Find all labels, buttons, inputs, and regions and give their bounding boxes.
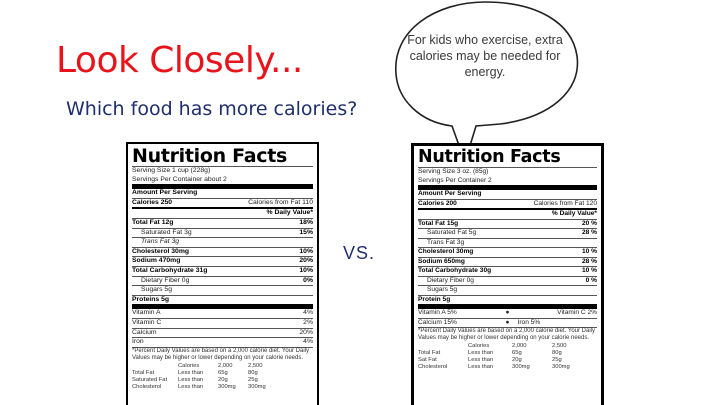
daily-values-table: Calories 2,000 2,500 Total Fat Less than 65g… — [132, 362, 266, 390]
nutrient-row: Dietary Fiber 0g 0% — [132, 277, 313, 287]
nutrient-row: Saturated Fat 5g 28 % — [418, 229, 597, 239]
nutrient-row: Cholesterol 30mg 10 % — [418, 248, 597, 258]
nutrient-row: Proteins 5g — [132, 296, 313, 310]
serving-size: Serving Size 3 oz. (85g) — [418, 168, 489, 175]
nutrient-row: Sodium 650mg 28 % — [418, 258, 597, 267]
nutrient-row: Sodium 470mg 20% — [132, 257, 313, 267]
servings-per-container: Servings Per Container about 2 — [132, 175, 227, 183]
nutrient-row: Saturated Fat 3g 15% — [132, 229, 313, 239]
nutrient-row: Total Carbohydrate 31g 10% — [132, 267, 313, 277]
nutrition-facts-title: Nutrition Facts — [132, 146, 313, 167]
vitamin-row: Iron 4% — [132, 338, 313, 348]
amount-per-serving: Amount Per Serving — [418, 190, 482, 197]
slide-subtitle: Which food has more calories? — [66, 98, 358, 120]
daily-value-header: % Daily Value* — [551, 210, 597, 217]
calories: Calories 200 — [418, 199, 457, 207]
calories-from-fat: Calories from Fat 120 — [533, 199, 597, 207]
calories-from-fat: Calories from Fat 110 — [248, 198, 313, 206]
amount-per-serving: Amount Per Serving — [132, 189, 198, 197]
footnote: *Percent Daily Values are based on a 2,0… — [418, 328, 595, 342]
callout-text: For kids who exercise, extra calories ma… — [407, 33, 563, 79]
nutrient-row: Trans Fat 3g — [132, 238, 313, 248]
vitamin-row: Calcium 20% — [132, 329, 313, 339]
footnote: *Percent Daily Values are based on a 2,0… — [132, 347, 309, 362]
bullet-icon: ● — [505, 318, 510, 326]
nutrition-label-left: Nutrition Facts Serving Size 1 cup (228g… — [126, 142, 319, 405]
vitamin-row: Vitamin A 5% ● Vitamin C 2% — [418, 309, 597, 319]
nutrient-row: Trans Fat 3g — [418, 239, 597, 248]
daily-values-table: Calories 2,000 2,500 Total Fat Less than 65g… — [418, 342, 570, 370]
nutrient-row: Total Fat 15g 20 % — [418, 220, 597, 229]
calories: Calories 250 — [132, 198, 173, 206]
nutrient-row: Total Fat 12g 18% — [132, 219, 313, 229]
nutrition-facts-title: Nutrition Facts — [418, 148, 597, 168]
nutrient-row: Sugars 5g — [132, 286, 313, 296]
serving-size: Serving Size 1 cup (228g) — [132, 167, 211, 174]
vitamin-row: Vitamin A 4% — [132, 309, 313, 319]
vitamin-row: Vitamin C 2% — [132, 319, 313, 329]
vitamin-row: Calcium 15% ● Iron 5% — [418, 318, 597, 328]
bullet-icon: ● — [505, 309, 510, 316]
daily-value-header: % Daily Value* — [266, 209, 313, 217]
nutrient-row: Protein 5g — [418, 296, 597, 309]
slide-title: Look Closely... — [56, 40, 303, 81]
nutrient-row: Sugars 5g — [418, 286, 597, 296]
nutrient-row: Dietary Fiber 0g 0 % — [418, 277, 597, 286]
nutrition-label-right: Nutrition Facts Serving Size 3 oz. (85g)… — [411, 143, 604, 405]
nutrient-row: Cholesterol 30mg 10% — [132, 248, 313, 258]
nutrient-row: Total Carbohydrate 30g 10 % — [418, 267, 597, 277]
servings-per-container: Servings Per Container 2 — [418, 176, 492, 184]
vs-label: VS. — [343, 243, 376, 263]
